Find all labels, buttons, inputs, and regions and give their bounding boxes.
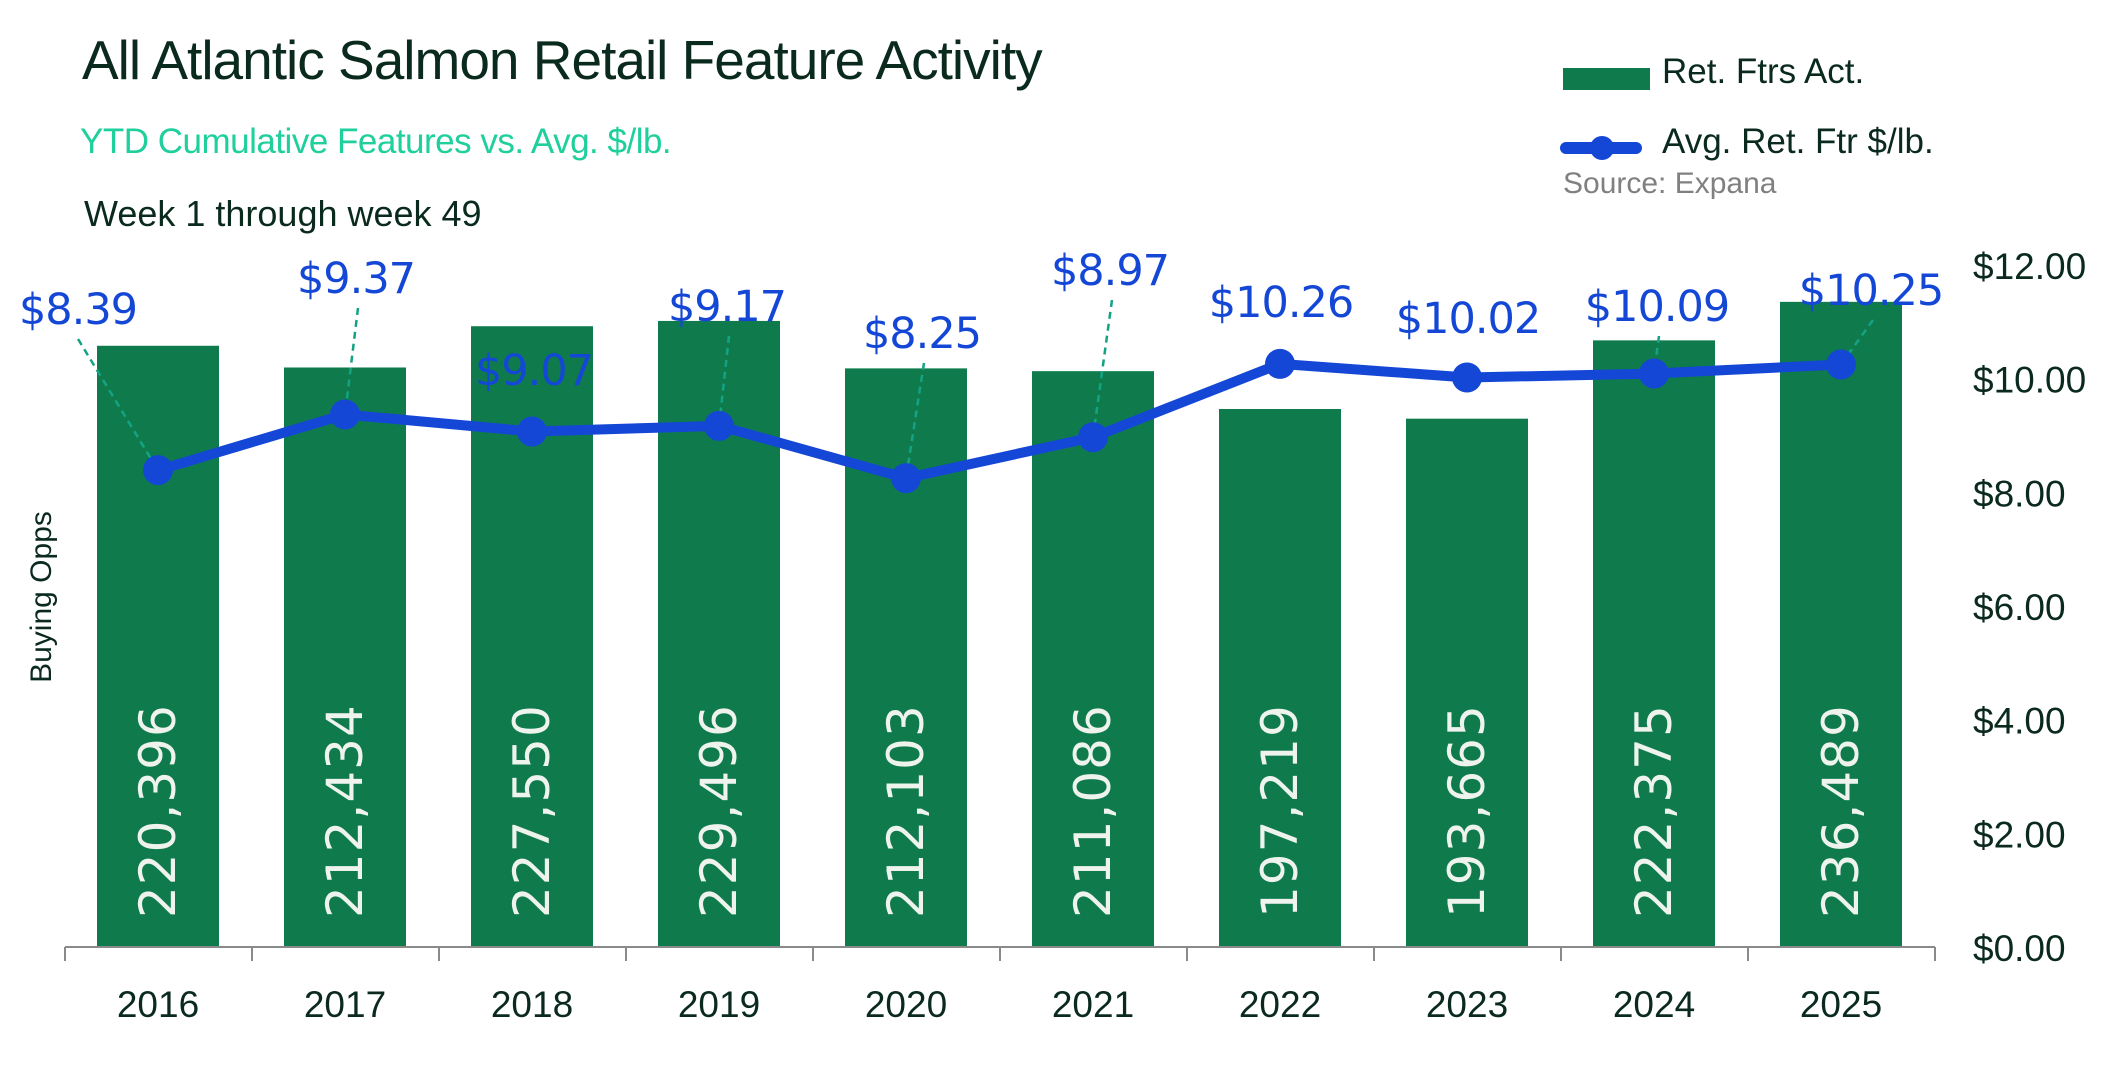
leader-line <box>76 338 160 471</box>
bar-value-label: 236,489 <box>1812 704 1870 918</box>
price-label: $9.07 <box>475 346 593 396</box>
bar-value-label: 227,550 <box>503 704 561 918</box>
bar-value-label: 197,219 <box>1251 704 1309 918</box>
bar-2017 <box>284 367 406 947</box>
x-tick-label: 2016 <box>117 984 199 1025</box>
bar-2022 <box>1219 408 1341 947</box>
y-right-tick-label: $0.00 <box>1973 928 2066 969</box>
legend-bar-swatch <box>1563 68 1650 90</box>
leader-line <box>1839 319 1875 366</box>
price-label: $10.09 <box>1585 282 1729 332</box>
price-label: $9.17 <box>668 282 786 332</box>
price-marker-2016 <box>143 455 173 486</box>
x-tick-label: 2021 <box>1052 984 1134 1025</box>
price-marker-2017 <box>330 399 360 430</box>
y-right-tick-label: $12.00 <box>1973 246 2086 287</box>
bar-2016 <box>97 345 219 947</box>
price-marker-2023 <box>1452 362 1482 393</box>
bar-value-label: 220,396 <box>129 704 187 918</box>
y-right-tick-label: $10.00 <box>1973 360 2086 401</box>
bar-value-label: 222,375 <box>1625 704 1683 918</box>
legend-line-swatch <box>1560 136 1642 160</box>
chart-note: Week 1 through week 49 <box>84 193 482 234</box>
source-note: Source: Expana <box>1563 167 1777 200</box>
chart-subtitle: YTD Cumulative Features vs. Avg. $/lb. <box>80 122 672 161</box>
x-tick-label: 2017 <box>304 984 386 1025</box>
y-right-tick-label: $4.00 <box>1973 701 2066 742</box>
price-marker-2019 <box>704 410 734 441</box>
leader-line <box>717 335 731 426</box>
leader-line <box>1652 335 1661 374</box>
chart-title: All Atlantic Salmon Retail Feature Activ… <box>82 29 1043 91</box>
price-label: $8.25 <box>863 309 981 359</box>
price-label: $10.26 <box>1209 278 1353 328</box>
legend-label-line: Avg. Ret. Ftr $/lb. <box>1662 122 1934 161</box>
x-tick-label: 2023 <box>1426 984 1508 1025</box>
x-tick-label: 2020 <box>865 984 947 1025</box>
y-right-tick-label: $6.00 <box>1973 587 2066 628</box>
leader-line <box>343 307 360 415</box>
x-tick-label: 2022 <box>1239 984 1321 1025</box>
y-right-tick-label: $2.00 <box>1973 814 2066 855</box>
price-marker-2021 <box>1078 422 1108 453</box>
price-label: $8.97 <box>1051 246 1169 296</box>
bar-2025 <box>1780 301 1902 947</box>
x-tick-label: 2024 <box>1613 984 1695 1025</box>
price-marker-2018 <box>517 416 547 447</box>
bar-2024 <box>1593 340 1715 948</box>
bar-value-label: 212,434 <box>316 704 374 918</box>
bar-value-label: 212,103 <box>877 704 935 918</box>
leader-line <box>904 362 926 479</box>
legend-label-bars: Ret. Ftrs Act. <box>1662 52 1865 91</box>
price-label: $9.37 <box>297 254 415 304</box>
price-label: $10.25 <box>1799 266 1943 316</box>
price-line <box>156 358 1842 484</box>
bar-2021 <box>1032 371 1154 948</box>
bar-value-label: 193,665 <box>1438 704 1496 918</box>
price-marker-2022 <box>1265 348 1295 379</box>
price-marker-2024 <box>1639 358 1669 389</box>
price-label: $10.02 <box>1396 294 1540 344</box>
x-tick-label: 2019 <box>678 984 760 1025</box>
price-marker-2020 <box>891 463 921 494</box>
y-right-tick-label: $8.00 <box>1973 473 2066 514</box>
price-label: $8.39 <box>19 285 137 335</box>
bar-value-label: 229,496 <box>690 704 748 918</box>
bar-2023 <box>1406 418 1528 947</box>
x-tick-label: 2025 <box>1800 984 1882 1025</box>
price-marker-2025 <box>1826 349 1856 380</box>
bar-value-label: 211,086 <box>1064 704 1122 918</box>
x-tick-label: 2018 <box>491 984 573 1025</box>
